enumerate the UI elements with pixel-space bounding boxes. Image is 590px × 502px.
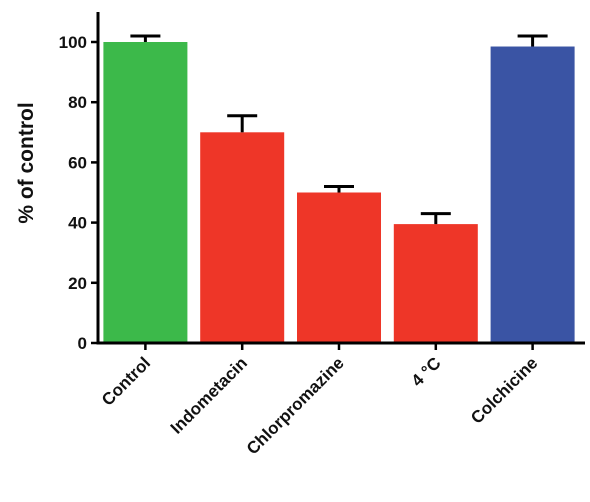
bars	[103, 42, 575, 343]
category-label: 4 °C	[408, 353, 445, 390]
y-tick-label: 80	[68, 93, 87, 112]
error-bars	[130, 34, 548, 225]
y-tick-label: 100	[59, 33, 87, 52]
bar	[200, 132, 285, 343]
y-tick-label: 20	[68, 274, 87, 293]
y-axis-title: % of control	[15, 102, 38, 223]
bar	[393, 224, 478, 343]
category-label: Control	[98, 353, 154, 409]
y-axis-ticks: 0 20 40 60 80 100	[59, 33, 534, 353]
category-label: Chlorpromazine	[243, 353, 348, 458]
y-tick-label: 40	[68, 214, 87, 233]
bar	[297, 192, 381, 343]
bar	[103, 42, 188, 343]
category-label: Colchicine	[467, 353, 541, 427]
bar	[490, 46, 575, 343]
category-label: Indometacin	[167, 353, 251, 437]
axes	[96, 12, 585, 345]
y-tick-label: 60	[68, 153, 87, 172]
y-tick-label: 0	[78, 334, 87, 353]
